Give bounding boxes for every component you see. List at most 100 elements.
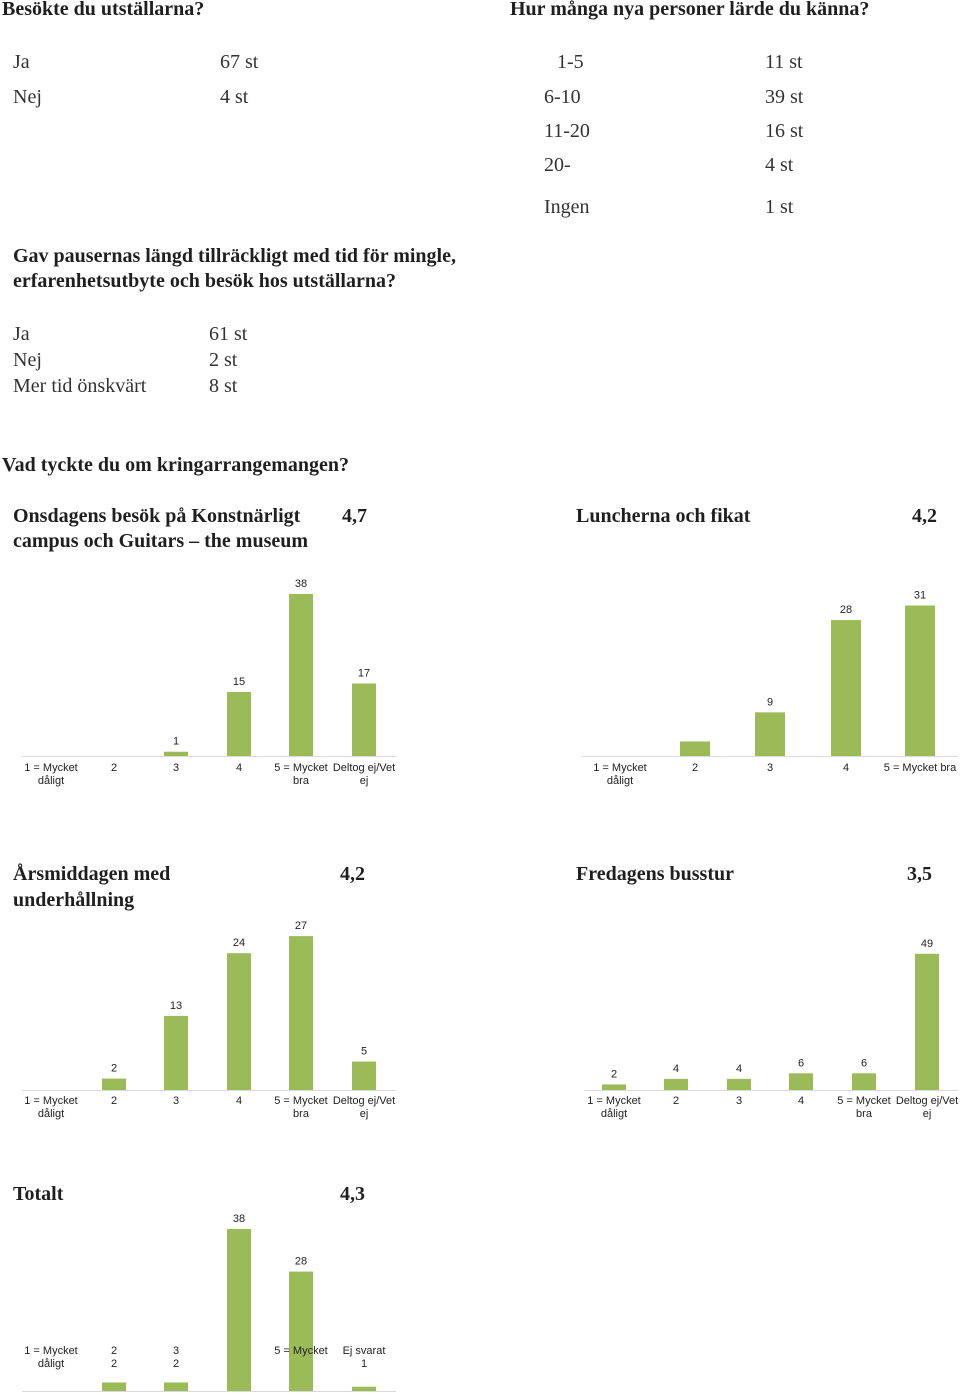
chart-title-line2: campus och Guitars – the museum bbox=[13, 530, 309, 552]
answer-value: 2 st bbox=[209, 349, 238, 371]
bar bbox=[227, 953, 251, 1090]
bar bbox=[102, 1382, 126, 1391]
tick-label: 2 bbox=[111, 1358, 117, 1370]
answer-label: Nej bbox=[13, 86, 42, 108]
data-label: 6 bbox=[861, 1057, 867, 1069]
data-label: 38 bbox=[233, 1213, 245, 1225]
average-score: 4,2 bbox=[912, 505, 937, 527]
tick-label: dåligt bbox=[38, 1358, 64, 1370]
bar bbox=[289, 936, 313, 1090]
answer-label: 20- bbox=[544, 154, 571, 176]
bar bbox=[352, 1386, 376, 1391]
data-label: 27 bbox=[295, 920, 307, 932]
answer-value: 61 st bbox=[209, 323, 248, 345]
tick-label: dåligt bbox=[601, 1108, 627, 1120]
answer-label: Nej bbox=[13, 349, 42, 371]
tick-label: 3 bbox=[173, 762, 179, 774]
data-label: 5 bbox=[361, 1046, 367, 1058]
answer-label: 6-10 bbox=[544, 86, 581, 108]
tick-label: 5 = Mycket bbox=[274, 1345, 328, 1357]
answer-value: 16 st bbox=[765, 120, 804, 142]
average-score: 4,7 bbox=[342, 505, 367, 527]
answer-value: 11 st bbox=[765, 51, 803, 73]
bar bbox=[164, 751, 188, 756]
tick-label: 2 bbox=[111, 762, 117, 774]
tick-label: Ej svarat bbox=[343, 1345, 386, 1357]
chart-title: Onsdagens besök på Konstnärligt bbox=[13, 505, 301, 527]
bar bbox=[227, 692, 251, 756]
bar bbox=[755, 712, 785, 756]
question-breaks-line1: Gav pausernas längd tillräckligt med tid… bbox=[13, 245, 456, 267]
tick-label: ej bbox=[923, 1108, 932, 1120]
tick-label: 3 bbox=[767, 762, 773, 774]
data-label: 4 bbox=[673, 1063, 679, 1075]
tick-label: 4 bbox=[236, 762, 242, 774]
answer-label: 1-5 bbox=[557, 51, 584, 73]
question-visited: Besökte du utställarna? bbox=[2, 0, 205, 20]
chart-title: Luncherna och fikat bbox=[576, 505, 751, 527]
data-label: 24 bbox=[233, 937, 245, 949]
bar bbox=[102, 1078, 126, 1090]
answer-label: Ingen bbox=[544, 196, 590, 218]
answer-value: 8 st bbox=[209, 375, 238, 397]
tick-label: dåligt bbox=[38, 775, 64, 787]
tick-label: 5 = Mycket bbox=[837, 1095, 891, 1107]
bar bbox=[602, 1084, 626, 1090]
data-label: 28 bbox=[295, 1256, 307, 1268]
bar bbox=[352, 683, 376, 756]
answer-value: 4 st bbox=[765, 154, 794, 176]
data-label: 17 bbox=[358, 667, 370, 679]
bar bbox=[789, 1073, 813, 1090]
tick-label: 3 bbox=[173, 1095, 179, 1107]
tick-label: 2 bbox=[111, 1345, 117, 1357]
answer-label: Mer tid önskvärt bbox=[13, 375, 147, 397]
data-label: 9 bbox=[767, 696, 773, 708]
tick-label: 4 bbox=[843, 762, 849, 774]
bar bbox=[164, 1382, 188, 1391]
tick-label: ej bbox=[360, 1108, 369, 1120]
tick-label: bra bbox=[293, 775, 310, 787]
bar bbox=[905, 605, 935, 756]
tick-label: dåligt bbox=[607, 775, 633, 787]
tick-label: 4 bbox=[236, 1095, 242, 1107]
data-label: 13 bbox=[170, 1000, 182, 1012]
data-label: 38 bbox=[295, 578, 307, 590]
answer-label: 11-20 bbox=[544, 120, 590, 142]
tick-label: 3 bbox=[173, 1345, 179, 1357]
bar bbox=[831, 620, 861, 756]
answer-value: 4 st bbox=[220, 86, 249, 108]
question-breaks-line2: erfarenhetsutbyte och besök hos utställa… bbox=[13, 270, 396, 292]
data-label: 2 bbox=[111, 1063, 117, 1075]
tick-label: bra bbox=[856, 1108, 873, 1120]
bar bbox=[915, 953, 939, 1090]
tick-label: 2 bbox=[673, 1095, 679, 1107]
data-label: 2 bbox=[611, 1068, 617, 1080]
chart-title-line2: underhållning bbox=[13, 889, 135, 911]
average-score: 4,2 bbox=[340, 863, 365, 885]
data-label: 31 bbox=[914, 589, 926, 601]
tick-label: 2 bbox=[692, 762, 698, 774]
tick-label: 5 = Mycket bra bbox=[884, 762, 957, 774]
bar bbox=[164, 1015, 188, 1090]
answer-value: 67 st bbox=[220, 51, 259, 73]
tick-label: Deltog ej/Vet bbox=[333, 1095, 395, 1107]
tick-label: 3 bbox=[736, 1095, 742, 1107]
bar bbox=[664, 1078, 688, 1090]
chart-title: Totalt bbox=[13, 1183, 64, 1205]
bar bbox=[727, 1078, 751, 1090]
section-title: Vad tyckte du om kringarrangemangen? bbox=[2, 454, 350, 476]
bar bbox=[680, 741, 710, 756]
data-label: 28 bbox=[840, 604, 852, 616]
data-label: 15 bbox=[233, 676, 245, 688]
tick-label: 1 bbox=[361, 1358, 367, 1370]
chart-title: Fredagens busstur bbox=[576, 863, 734, 885]
tick-label: 1 = Mycket bbox=[24, 1095, 78, 1107]
data-label: 1 bbox=[173, 736, 179, 748]
bar bbox=[352, 1061, 376, 1090]
answer-label: Ja bbox=[13, 323, 30, 345]
tick-label: bra bbox=[293, 1108, 310, 1120]
tick-label: 1 = Mycket bbox=[24, 1345, 78, 1357]
bar bbox=[852, 1073, 876, 1090]
tick-label: 1 = Mycket bbox=[587, 1095, 641, 1107]
